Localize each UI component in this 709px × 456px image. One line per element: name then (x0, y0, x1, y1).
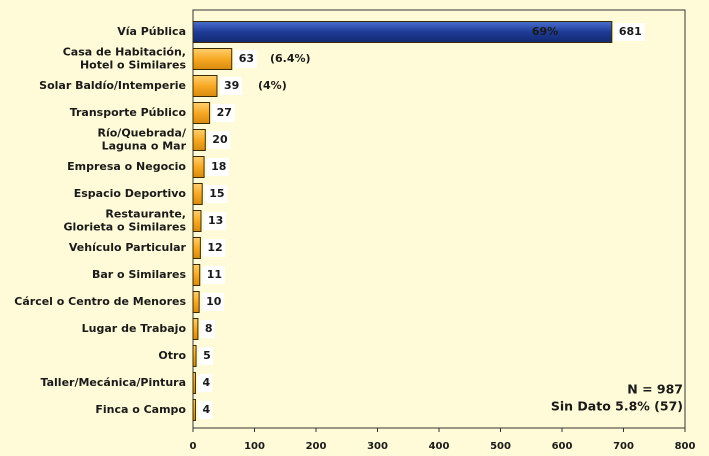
annotation: (4%) (258, 79, 287, 92)
bar (192, 372, 196, 394)
y-tick-label: Transporte Público (70, 106, 187, 119)
bar (192, 48, 233, 70)
y-tick-label: Lugar de Trabajo (82, 322, 187, 335)
value-label-box (212, 104, 235, 122)
x-tick-label: 400 (429, 441, 450, 452)
value-label: 39 (224, 79, 239, 92)
bar (192, 102, 211, 124)
x-tick-label: 0 (190, 441, 197, 452)
annotation: N = 987 (627, 382, 683, 397)
value-label-box (205, 185, 228, 203)
value-label: 681 (619, 25, 642, 38)
bar (192, 129, 206, 151)
y-tick-label: Solar Baldío/Intemperie (39, 79, 186, 92)
value-label-box (614, 23, 645, 41)
value-label: 5 (203, 349, 211, 362)
value-label-box (198, 401, 213, 419)
y-tick-label: Restaurante, Glorieta o Similares (64, 208, 187, 234)
bar (192, 399, 196, 421)
value-label: 12 (207, 241, 222, 254)
bar (192, 21, 613, 43)
value-label: 11 (207, 268, 222, 281)
x-tick-label: 500 (490, 441, 511, 452)
bar (192, 183, 203, 205)
value-label-box (234, 50, 257, 68)
value-label: 13 (208, 214, 223, 227)
x-tick-label: 600 (552, 441, 573, 452)
value-label-box (207, 158, 230, 176)
bar (192, 156, 205, 178)
value-label-box (202, 293, 225, 311)
bar (192, 345, 197, 367)
value-label: 4 (202, 376, 210, 389)
value-label-box (200, 320, 215, 338)
bar (192, 75, 218, 97)
value-label: 4 (202, 403, 210, 416)
y-tick-label: Vehículo Particular (69, 241, 187, 254)
y-tick-label: Finca o Campo (95, 403, 186, 416)
y-tick-label: Otro (158, 349, 186, 362)
bar (192, 318, 199, 340)
value-label-box (219, 77, 242, 95)
value-label: 27 (217, 106, 232, 119)
value-label-box (198, 374, 213, 392)
value-label: 63 (239, 52, 254, 65)
value-label: 20 (212, 133, 228, 146)
y-tick-label: Bar o Similares (92, 268, 186, 281)
y-tick-label: Espacio Deportivo (74, 187, 187, 200)
bar (192, 237, 201, 259)
y-tick-label: Casa de Habitación, Hotel o Similares (63, 46, 187, 72)
x-tick-label: 300 (367, 441, 388, 452)
value-label: 15 (209, 187, 224, 200)
value-label: 10 (206, 295, 222, 308)
y-tick-label: Cárcel o Centro de Menores (14, 295, 186, 308)
annotation: (6.4%) (270, 52, 311, 65)
value-label-box (208, 131, 231, 149)
x-tick-label: 800 (675, 441, 696, 452)
value-label-box (199, 347, 214, 365)
x-tick-label: 200 (306, 441, 327, 452)
y-tick-label: Taller/Mecánica/Pintura (41, 376, 186, 389)
value-label: 18 (211, 160, 226, 173)
value-label: 8 (205, 322, 213, 335)
bar (192, 264, 201, 286)
annotation: Sin Dato 5.8% (57) (551, 399, 683, 414)
value-label-box (203, 239, 226, 257)
y-tick-label: Empresa o Negocio (67, 160, 186, 173)
y-tick-label: Vía Pública (117, 25, 186, 38)
y-tick-label: Río/Quebrada/Laguna o Mar (98, 127, 187, 153)
x-tick-label: 700 (613, 441, 634, 452)
bar (192, 210, 202, 232)
value-label-box (203, 212, 226, 230)
value-label-box (202, 266, 225, 284)
annotation: 69% (532, 25, 558, 38)
bar (192, 291, 200, 313)
x-tick-label: 100 (244, 441, 265, 452)
